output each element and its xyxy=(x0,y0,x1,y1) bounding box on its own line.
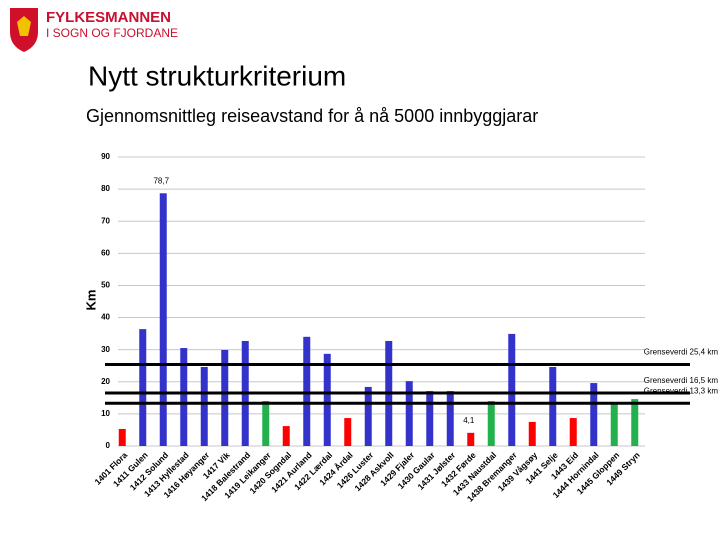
data-label: 78,7 xyxy=(153,176,169,185)
bar xyxy=(405,381,413,446)
bar xyxy=(426,391,434,446)
bar xyxy=(282,426,290,446)
bar xyxy=(446,391,454,446)
data-label: 4,1 xyxy=(463,416,475,425)
y-tick-label: 50 xyxy=(101,281,110,290)
y-tick-label: 70 xyxy=(101,216,110,225)
bar xyxy=(508,333,516,446)
y-tick-label: 60 xyxy=(101,248,110,257)
bar xyxy=(467,432,475,446)
y-tick-label: 30 xyxy=(101,345,110,354)
bar xyxy=(200,367,208,446)
org-name: FYLKESMANNEN xyxy=(46,9,171,26)
reference-label: Grenseverdi 25,4 km xyxy=(644,348,719,357)
bar xyxy=(487,401,495,446)
y-tick-label: 0 xyxy=(106,441,111,450)
y-axis-label: Km xyxy=(83,290,98,311)
bar xyxy=(364,386,372,446)
y-tick-label: 10 xyxy=(101,409,110,418)
bar xyxy=(159,193,167,446)
chart-title: Gjennomsnittleg reiseavstand for å nå 50… xyxy=(86,106,538,126)
bar xyxy=(344,418,352,446)
y-tick-label: 40 xyxy=(101,313,110,322)
y-tick-label: 90 xyxy=(101,152,110,161)
bar xyxy=(569,418,577,446)
reference-label: Grenseverdi 16,5 km xyxy=(644,376,719,385)
bar xyxy=(262,401,270,446)
bar xyxy=(549,367,557,446)
bar xyxy=(631,399,639,446)
bar xyxy=(610,402,618,446)
bar xyxy=(180,348,188,446)
reference-label: Grenseverdi 13,3 km xyxy=(644,386,719,395)
slide-title: Nytt strukturkriterium xyxy=(88,60,346,91)
logo xyxy=(10,8,38,52)
org-subname: I SOGN OG FJORDANE xyxy=(46,26,178,40)
bar xyxy=(590,383,598,446)
bar xyxy=(303,336,311,446)
bar xyxy=(221,349,229,446)
bar xyxy=(139,329,147,446)
bar xyxy=(118,428,126,446)
bar xyxy=(323,353,331,446)
bar xyxy=(528,421,536,446)
y-tick-label: 80 xyxy=(101,184,110,193)
y-tick-label: 20 xyxy=(101,377,110,386)
